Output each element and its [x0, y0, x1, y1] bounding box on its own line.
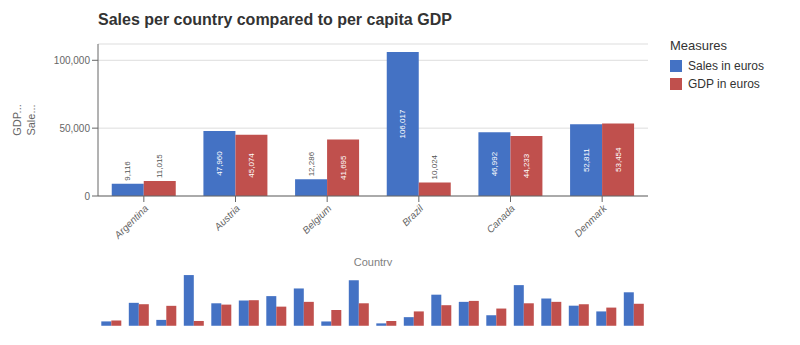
svg-text:Country: Country — [354, 256, 393, 266]
svg-text:Canada: Canada — [484, 202, 517, 235]
svg-text:Denmark: Denmark — [572, 202, 609, 239]
svg-text:11,015: 11,015 — [155, 154, 164, 178]
svg-text:10,024: 10,024 — [430, 154, 439, 179]
svg-text:0: 0 — [84, 191, 90, 202]
html-text:Sales per country compared to: Sales per country compared to per capita… — [98, 11, 452, 28]
svg-text:100,000: 100,000 — [54, 55, 91, 66]
svg-text:Brazil: Brazil — [400, 202, 426, 228]
svg-text:Argentina: Argentina — [112, 202, 151, 241]
svg-text:44,233: 44,233 — [522, 153, 531, 178]
html-text:Measures: Measures — [670, 38, 728, 53]
svg-text:46,992: 46,992 — [490, 151, 499, 176]
svg-text:9,116: 9,116 — [123, 161, 132, 181]
svg-text:52,811: 52,811 — [582, 148, 591, 172]
svg-text:Sale...: Sale... — [25, 104, 37, 135]
svg-text:41,695: 41,695 — [339, 155, 348, 180]
svg-text:12,286: 12,286 — [307, 151, 316, 176]
svg-text:50,000: 50,000 — [59, 123, 90, 134]
svg-text:47,960: 47,960 — [215, 151, 224, 176]
svg-text:45,074: 45,074 — [247, 153, 256, 178]
svg-text:Belgium: Belgium — [300, 203, 333, 236]
svg-text:Austria: Austria — [211, 202, 242, 233]
html-text:GDP in euros: GDP in euros — [688, 77, 760, 91]
svg-text:53,454: 53,454 — [614, 147, 623, 172]
svg-text:106,017: 106,017 — [398, 109, 407, 138]
svg-text:GDP...: GDP... — [11, 104, 23, 136]
html-text:Sales in euros: Sales in euros — [688, 59, 764, 73]
